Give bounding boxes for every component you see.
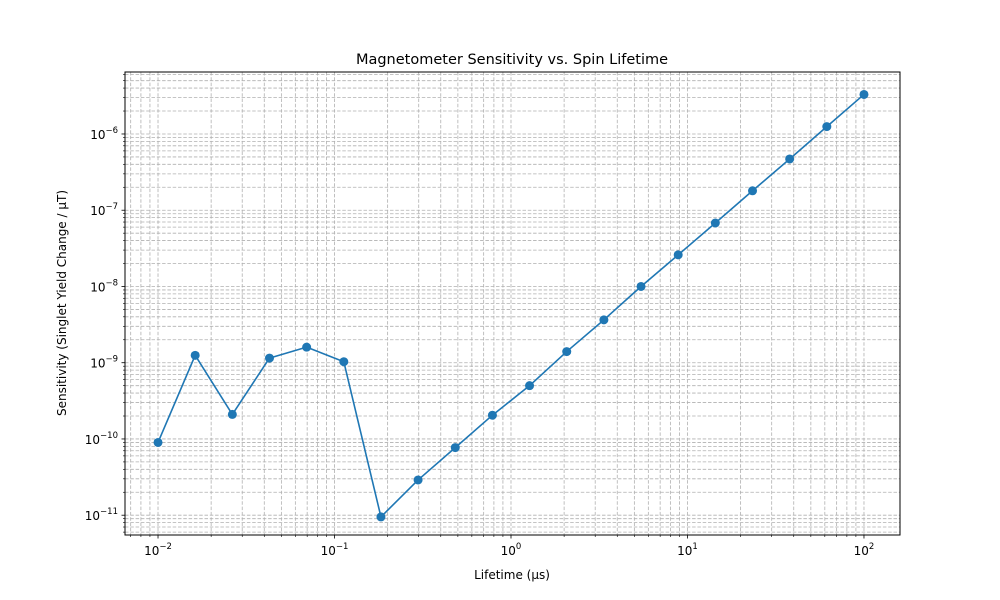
y-tick-label: 10−10 bbox=[85, 431, 118, 447]
y-tick-label: 10−11 bbox=[85, 507, 118, 523]
data-point bbox=[822, 122, 832, 132]
data-point bbox=[227, 409, 237, 419]
series-line bbox=[157, 93, 865, 518]
x-tick-label: 100 bbox=[501, 542, 522, 558]
grid bbox=[125, 72, 900, 535]
data-point bbox=[636, 281, 646, 291]
y-tick-label: 10−6 bbox=[90, 126, 118, 142]
data-point bbox=[339, 357, 349, 367]
data-point bbox=[859, 89, 869, 99]
data-point bbox=[710, 218, 720, 228]
y-tick-label: 10−8 bbox=[90, 278, 118, 294]
y-tick-label: 10−7 bbox=[90, 202, 118, 218]
ticks: 10−2 10−1 100 101 102 10−11 10−10 10−9 10−8 10−7 1… bbox=[85, 74, 875, 558]
data-point bbox=[599, 315, 609, 325]
data-point bbox=[264, 353, 274, 363]
data-point bbox=[525, 381, 535, 391]
data-point bbox=[450, 443, 460, 453]
x-tick-label: 10−1 bbox=[321, 542, 349, 558]
data-point bbox=[785, 154, 795, 164]
data-point bbox=[562, 347, 572, 357]
series-layer bbox=[153, 89, 869, 522]
data-point bbox=[153, 437, 163, 447]
y-tick-label: 10−9 bbox=[90, 355, 118, 371]
data-point bbox=[302, 342, 312, 352]
data-point bbox=[673, 250, 683, 260]
data-point bbox=[413, 475, 423, 485]
x-tick-label: 101 bbox=[677, 542, 698, 558]
data-point bbox=[190, 350, 200, 360]
x-axis-label: Lifetime (μs) bbox=[474, 568, 550, 582]
data-point bbox=[487, 410, 497, 420]
x-tick-label: 102 bbox=[854, 542, 875, 558]
data-point bbox=[748, 186, 758, 196]
data-point bbox=[376, 512, 386, 522]
y-axis-label: Sensitivity (Singlet Yield Change / μT) bbox=[55, 190, 69, 416]
x-tick-label: 10−2 bbox=[144, 542, 172, 558]
chart-title: Magnetometer Sensitivity vs. Spin Lifeti… bbox=[356, 52, 668, 68]
